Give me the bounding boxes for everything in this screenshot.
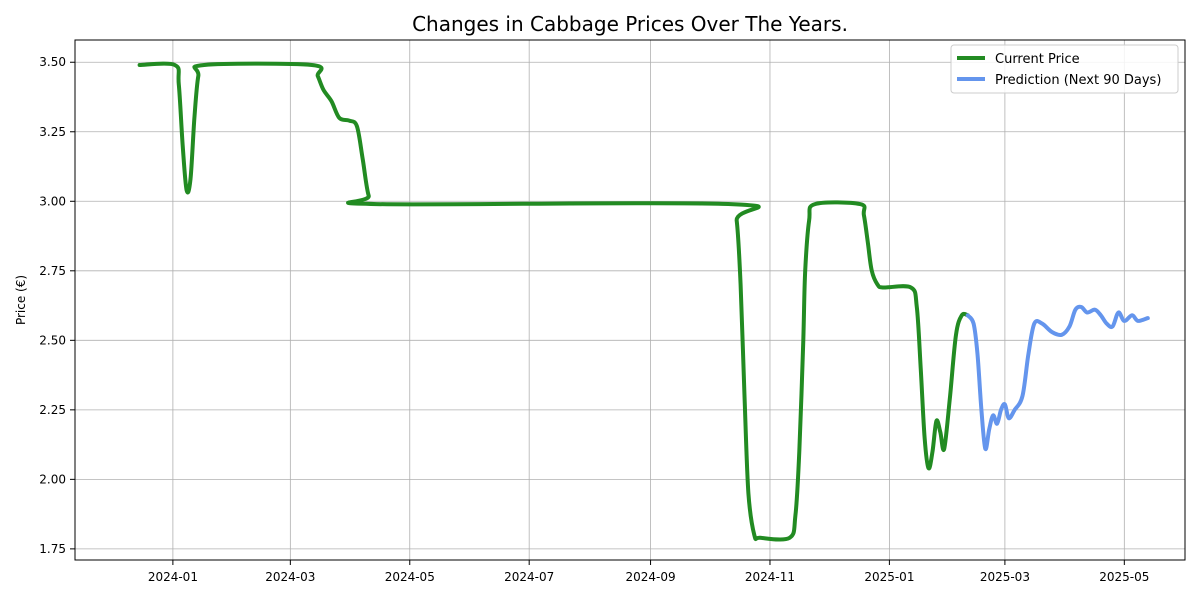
- x-tick-label: 2025-03: [980, 570, 1030, 584]
- y-tick-label: 1.75: [39, 542, 66, 556]
- legend: Current Price Prediction (Next 90 Days): [950, 44, 1179, 94]
- x-tick-label: 2024-11: [745, 570, 795, 584]
- y-tick-label: 3.50: [39, 55, 66, 69]
- chart-title: Changes in Cabbage Prices Over The Years…: [412, 12, 848, 36]
- x-tick-label: 2024-07: [504, 570, 554, 584]
- tick-layer: 2024-01 2024-03 2024-05 2024-07 2024-09 2024-…: [39, 55, 1149, 584]
- grid-layer: [75, 40, 1185, 560]
- x-tick-label: 2025-01: [864, 570, 914, 584]
- series-layer: [137, 61, 1150, 542]
- series-line-prediction: [965, 304, 1150, 452]
- y-tick-label: 2.25: [39, 403, 66, 417]
- x-tick-label: 2024-09: [625, 570, 675, 584]
- y-tick-label: 3.25: [39, 125, 66, 139]
- plot-frame: [74, 39, 1186, 561]
- series-line-current-price: [137, 61, 970, 542]
- y-tick-label: 2.50: [39, 333, 66, 347]
- y-tick-label: 2.00: [39, 472, 66, 486]
- legend-label-current-price: Current Price: [995, 52, 1080, 67]
- x-tick-label: 2025-05: [1099, 570, 1149, 584]
- y-axis-title: Price (€): [14, 275, 28, 325]
- legend-box: [950, 44, 1179, 94]
- x-tick-label: 2024-05: [385, 570, 435, 584]
- x-tick-label: 2024-01: [148, 570, 198, 584]
- legend-label-prediction: Prediction (Next 90 Days): [995, 73, 1161, 88]
- x-tick-label: 2024-03: [265, 570, 315, 584]
- y-tick-label: 3.00: [39, 194, 66, 208]
- y-tick-label: 2.75: [39, 264, 66, 278]
